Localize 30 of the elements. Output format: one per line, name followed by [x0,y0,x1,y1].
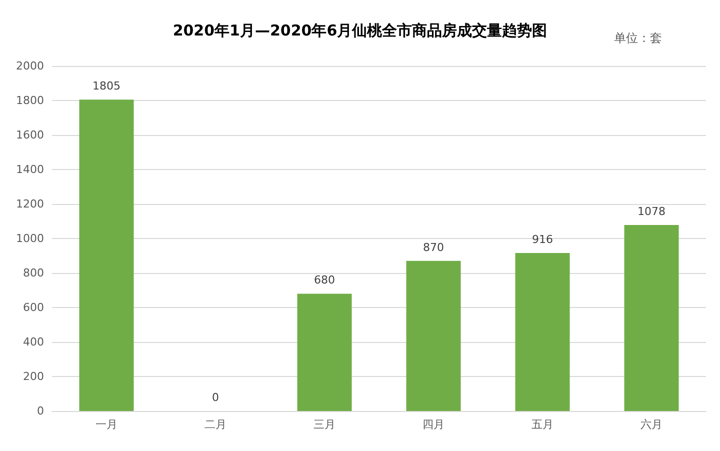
data-label: 870 [423,240,444,254]
y-tick-label: 600 [23,301,44,314]
bar [406,260,461,411]
y-tick-label: 400 [23,336,44,348]
x-tick-label: 五月 [532,418,554,431]
x-tick-label: 二月 [204,418,226,431]
data-label: 916 [532,232,553,246]
y-tick-label: 1800 [16,94,44,107]
data-label: 680 [314,274,335,287]
y-tick-label: 1600 [16,128,44,142]
data-label: 1805 [92,80,120,93]
y-tick-label: 1400 [16,163,44,176]
bar [624,225,679,411]
y-tick-label: 200 [23,370,44,383]
y-tick-label: 800 [23,266,44,280]
text: 单位：套 [614,31,662,45]
bar [79,100,134,411]
data-label: 1078 [638,205,666,218]
y-tick-label: 1200 [16,198,44,210]
x-tick-label: 一月 [96,418,118,431]
y-tick-label: 0 [37,404,44,418]
x-tick-label: 六月 [640,418,662,431]
x-tick-label: 三月 [314,418,336,431]
data-label: 0 [212,391,219,404]
y-tick-label: 2000 [16,60,44,72]
bar [515,252,570,411]
x-tick-label: 四月 [422,418,444,431]
chart-title: 2020年1月—2020年6月仙桃全市商品房成交量趋势图 [172,22,548,40]
y-tick-label: 1000 [16,232,44,245]
bar [297,294,352,411]
